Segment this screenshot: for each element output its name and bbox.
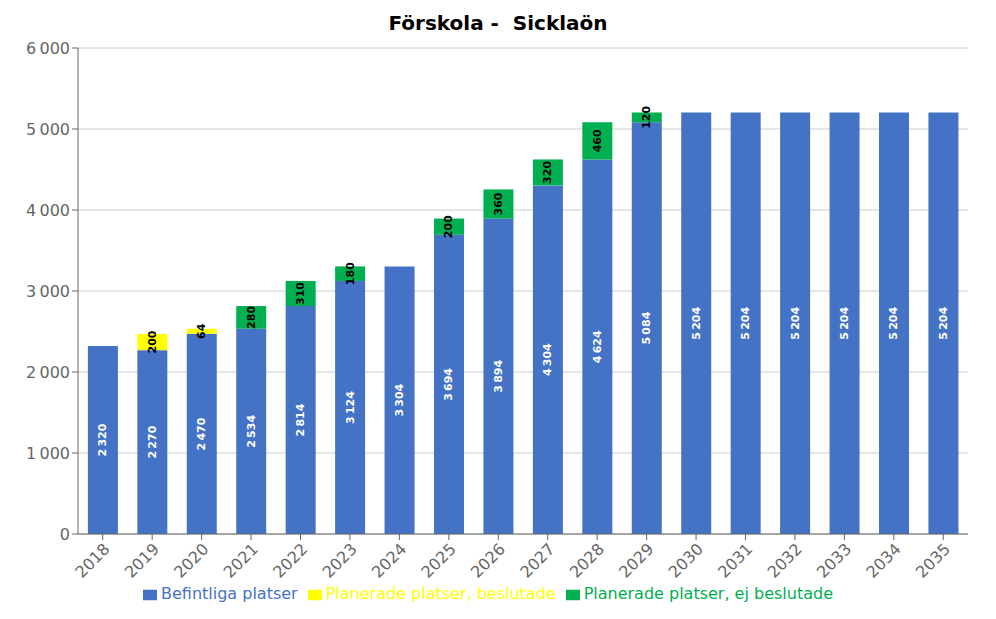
svg-text:2030: 2030	[665, 539, 707, 581]
svg-text:2032: 2032	[764, 539, 806, 581]
svg-text:5 000: 5 000	[26, 120, 70, 139]
svg-text:310: 310	[294, 282, 307, 305]
svg-text:4 624: 4 624	[591, 330, 604, 363]
svg-text:5 204: 5 204	[690, 306, 703, 339]
svg-text:2035: 2035	[912, 539, 954, 581]
svg-text:3 694: 3 694	[443, 368, 456, 401]
svg-text:2029: 2029	[615, 539, 657, 581]
svg-text:0: 0	[60, 525, 70, 544]
svg-text:180: 180	[344, 262, 357, 285]
svg-text:2034: 2034	[862, 539, 904, 581]
svg-text:200: 200	[146, 330, 159, 353]
svg-text:320: 320	[541, 161, 554, 184]
svg-text:3 304: 3 304	[393, 383, 406, 416]
svg-text:120: 120	[640, 106, 653, 129]
svg-text:2 534: 2 534	[245, 415, 258, 448]
svg-text:460: 460	[591, 129, 604, 152]
svg-text:5 204: 5 204	[739, 306, 752, 339]
svg-text:5 204: 5 204	[888, 306, 901, 339]
svg-text:5 204: 5 204	[937, 306, 950, 339]
html-text:Planerade platser, ej beslutad: Planerade platser, ej beslutade	[583, 584, 833, 603]
svg-text:2 814: 2 814	[294, 403, 307, 436]
svg-text:2025: 2025	[417, 539, 459, 581]
svg-text:2 000: 2 000	[26, 363, 70, 382]
svg-text:3 000: 3 000	[26, 282, 70, 301]
svg-text:360: 360	[492, 192, 505, 215]
svg-text:2027: 2027	[516, 539, 558, 581]
svg-text:2019: 2019	[121, 539, 163, 581]
svg-text:2022: 2022	[269, 539, 311, 581]
svg-text:2023: 2023	[319, 539, 361, 581]
svg-text:1 000: 1 000	[26, 444, 70, 463]
svg-text:5 204: 5 204	[789, 306, 802, 339]
svg-text:3 124: 3 124	[344, 391, 357, 424]
svg-text:2 470: 2 470	[195, 417, 208, 450]
svg-text:2026: 2026	[467, 539, 509, 581]
svg-text:4 000: 4 000	[26, 201, 70, 220]
html-text:Planerade platser, beslutade: Planerade platser, beslutade	[325, 584, 556, 603]
html-text:Förskola - Sicklaön: Förskola - Sicklaön	[388, 11, 608, 35]
svg-text:2021: 2021	[220, 539, 262, 581]
svg-text:2031: 2031	[714, 539, 756, 581]
svg-text:200: 200	[443, 215, 456, 238]
svg-text:5 084: 5 084	[640, 311, 653, 344]
svg-text:2 320: 2 320	[96, 423, 109, 456]
svg-text:2024: 2024	[368, 539, 410, 581]
svg-text:2018: 2018	[71, 539, 113, 581]
svg-text:64: 64	[195, 323, 208, 339]
html-text:Befintliga platser: Befintliga platser	[161, 584, 298, 603]
svg-text:2 270: 2 270	[146, 425, 159, 458]
svg-text:6 000: 6 000	[26, 39, 70, 58]
svg-text:4 304: 4 304	[541, 343, 554, 376]
svg-text:5 204: 5 204	[838, 306, 851, 339]
svg-text:2033: 2033	[813, 539, 855, 581]
svg-text:3 894: 3 894	[492, 360, 505, 393]
svg-text:280: 280	[245, 306, 258, 329]
svg-text:2028: 2028	[566, 539, 608, 581]
svg-text:2020: 2020	[170, 539, 212, 581]
